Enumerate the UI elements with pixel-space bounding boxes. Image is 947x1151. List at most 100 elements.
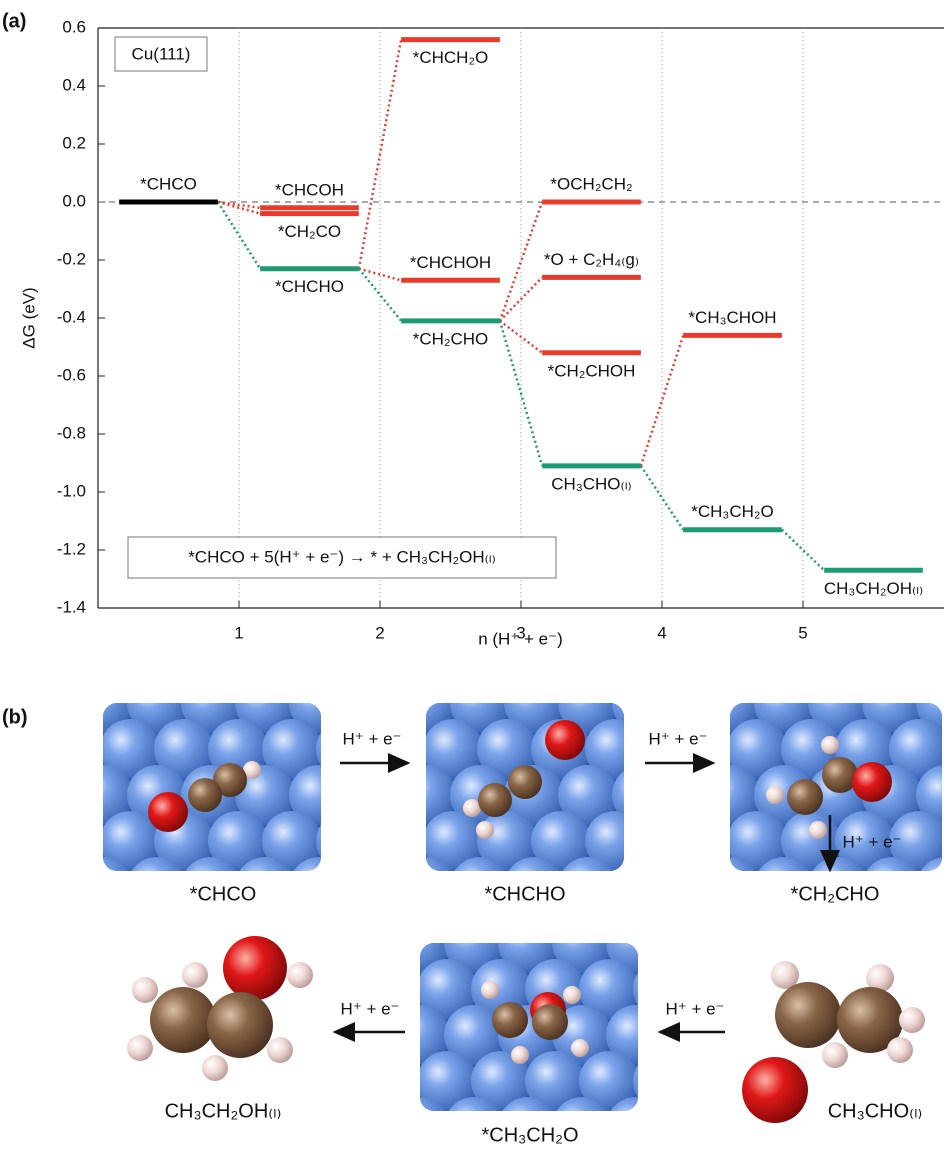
level-label: *CHCHOH [410,253,491,272]
annotation: *CHCO + 5(H⁺ + e⁻) → * + CH₃CH₂OH₍ₗ₎ [188,547,496,566]
atom [267,1037,293,1063]
cu-atom [336,913,396,973]
atom [508,765,542,799]
y-tick-label: 0.6 [62,17,86,36]
cu-atom [646,765,706,825]
y-tick-label: 0.0 [62,191,86,210]
cu-atom [369,811,429,871]
level-label: CH₃CHO₍ₗ₎ [551,474,631,493]
y-tick-label: -1.0 [57,481,86,500]
y-tick-label: -0.8 [57,423,86,442]
y-tick-label: -0.2 [57,249,86,268]
cu-atom [943,719,947,779]
y-tick-label: -0.4 [57,307,86,326]
cu-atom [687,867,747,927]
cu-atom [639,719,699,779]
atom [476,821,494,839]
x-tick-label: 5 [798,623,807,642]
arrow-label: H⁺ + e⁻ [648,729,707,748]
y-tick-label: 0.2 [62,133,86,152]
cu-atom [363,867,423,927]
structure-name: *CH₂CHO [791,883,880,905]
cu-atom [943,627,947,687]
cu-atom [673,627,733,687]
cu-atom [396,857,456,917]
cu-atom [369,719,429,779]
y-tick-label: -1.2 [57,539,86,558]
cu-atom [342,765,402,825]
level-label: *CH₃CH₂O [691,502,773,521]
x-axis-label: n (H⁺ + e⁻) [478,629,563,648]
cu-atom [673,811,733,871]
atom [787,779,823,815]
arrow-label: H⁺ + e⁻ [340,999,399,1018]
cu-atom [835,627,895,687]
atom [188,778,222,812]
connector [500,202,542,321]
atom [511,1046,529,1064]
cu-atom [100,627,160,687]
cu-atom [316,719,376,779]
atom [563,986,581,1004]
figure: (a) (b) 123450.60.40.20.0-0.2-0.4-0.6-0.… [0,0,947,1151]
x-tick-label: 4 [657,623,666,642]
atom [148,792,188,832]
atom [545,720,585,760]
cu-atom [727,627,787,687]
level-label: *CH₂CHOH [548,361,636,380]
atom [182,962,208,988]
atom [766,786,784,804]
cu-atom [46,627,106,687]
structure-name: *CHCHO [484,883,565,905]
cu-atom [370,811,430,871]
level-label: *CH₃CHOH [688,308,776,327]
cu-atom [154,627,214,687]
cu-atom [336,1097,396,1151]
connector [359,40,401,269]
structure-name: CH₃CH₂OH₍ₗ₎ [165,1100,282,1122]
cu-atom [639,627,699,687]
atom [821,736,839,754]
atom [127,1035,153,1061]
cu-atom [943,811,947,871]
x-tick-label: 2 [375,623,384,642]
level-label: *CH₂CHO [413,329,489,348]
annotation: Cu(111) [132,44,191,63]
level-label: *O + C₂H₄₍g₎ [544,250,639,269]
level-label: *OCH₂CH₂ [550,174,632,193]
cu-atom [781,627,841,687]
cu-atom [73,857,133,917]
panel-label: (a) [2,10,26,32]
cu-atom [127,857,187,917]
cu-atom [646,673,706,733]
panel-label: (b) [2,706,28,728]
atom [202,1055,228,1081]
atom [742,1057,808,1123]
atom [478,783,512,817]
structure-name: CH₃CHO₍ₗ₎ [828,1100,923,1122]
cu-atom [262,627,322,687]
level-label: *CHCO [140,174,197,193]
cu-atom [19,765,79,825]
connector [359,269,401,281]
cu-atom [579,867,639,927]
cu-atom [700,857,760,917]
atom [150,987,216,1053]
atom [775,982,841,1048]
atom [287,962,313,988]
level-label: *CHCHO [275,277,344,296]
connector [500,277,542,321]
cu-atom [342,857,402,917]
y-tick-label: -1.4 [57,597,86,616]
level-label: *CHCH₂O [413,48,489,67]
cu-atom [889,627,947,687]
arrow-label: H⁺ + e⁻ [342,729,401,748]
cu-atom [316,627,376,687]
cu-atom [370,719,430,779]
cu-atom [363,1051,423,1111]
atom [899,1007,925,1033]
atom [822,757,858,793]
cu-atom [639,811,699,871]
structure-name: *CHCO [190,883,257,905]
